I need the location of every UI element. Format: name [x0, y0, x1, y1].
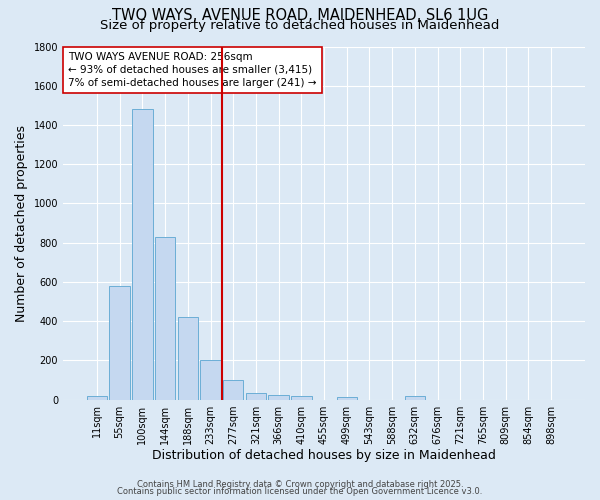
Text: Contains public sector information licensed under the Open Government Licence v3: Contains public sector information licen…	[118, 487, 482, 496]
Text: TWO WAYS, AVENUE ROAD, MAIDENHEAD, SL6 1UG: TWO WAYS, AVENUE ROAD, MAIDENHEAD, SL6 1…	[112, 8, 488, 22]
Text: TWO WAYS AVENUE ROAD: 256sqm
← 93% of detached houses are smaller (3,415)
7% of : TWO WAYS AVENUE ROAD: 256sqm ← 93% of de…	[68, 52, 317, 88]
Bar	[109, 286, 130, 400]
Bar	[337, 396, 357, 400]
Bar	[291, 396, 311, 400]
Y-axis label: Number of detached properties: Number of detached properties	[15, 124, 28, 322]
Text: Contains HM Land Registry data © Crown copyright and database right 2025.: Contains HM Land Registry data © Crown c…	[137, 480, 463, 489]
Bar	[178, 317, 198, 400]
Bar	[223, 380, 244, 400]
Bar	[200, 360, 221, 400]
Bar	[268, 394, 289, 400]
Bar	[404, 396, 425, 400]
Bar	[132, 110, 152, 400]
X-axis label: Distribution of detached houses by size in Maidenhead: Distribution of detached houses by size …	[152, 450, 496, 462]
Bar	[155, 237, 175, 400]
Bar	[245, 392, 266, 400]
Bar	[87, 396, 107, 400]
Text: Size of property relative to detached houses in Maidenhead: Size of property relative to detached ho…	[100, 19, 500, 32]
